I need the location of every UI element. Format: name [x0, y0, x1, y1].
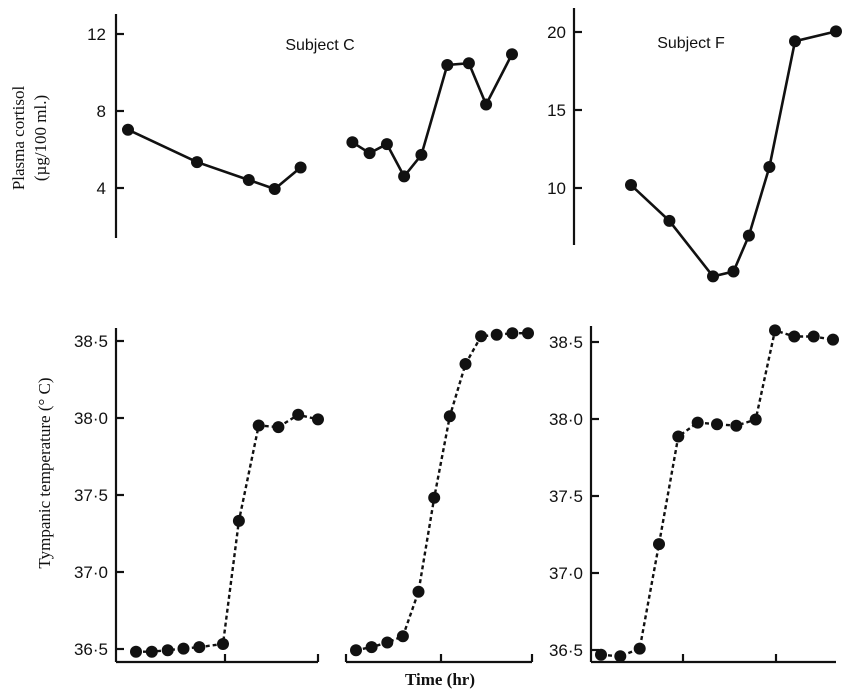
- temp-c-2-series-1-point-12: [522, 327, 534, 340]
- temp-c-ytick-label-38-5: 38·5: [74, 332, 108, 351]
- cortisol-c-series-2-point-2: [363, 147, 376, 160]
- temp-f-ytick-label-38-5: 38·5: [549, 333, 583, 352]
- temp-c-1-series-1-point-4: [177, 642, 190, 655]
- cortisol-f-series-1-point-4: [727, 265, 740, 278]
- temp-f-series-1-point-2: [614, 650, 627, 663]
- time-xlabel: Time (hr): [405, 670, 475, 689]
- cortisol-f-series-1-point-8: [830, 25, 842, 38]
- temp-c-2-series-1-point-5: [412, 585, 425, 598]
- temp-f-series-1-point-13: [827, 333, 839, 346]
- cortisol-f-series-1-point-1: [625, 179, 637, 191]
- temp-c-1-series-1-point-9: [272, 421, 285, 434]
- cortisol-c-plot: [122, 48, 518, 195]
- temp-f-series-1-point-11: [788, 330, 801, 343]
- temp-c-ytick-label-36-5: 36·5: [74, 640, 108, 659]
- cortisol-f-ytick-label-15: 15: [547, 101, 566, 120]
- cortisol-f-series-1-point-7: [789, 35, 801, 48]
- temp-c-2-axes: [344, 654, 534, 664]
- temp-c-2-series-1-point-3: [381, 636, 394, 649]
- temp-c-1-series-1-point-7: [232, 514, 245, 527]
- cortisol-f-series-1-point-3: [707, 270, 719, 283]
- temp-f-series-1-line: [600, 328, 834, 658]
- subject-f-title: Subject F: [657, 35, 725, 52]
- temp-c-2-series-1-point-1: [350, 644, 362, 657]
- cortisol-f-series-1-line: [630, 30, 837, 278]
- temp-f-series-1-point-12: [807, 330, 820, 343]
- cortisol-c-ytick-label-12: 12: [87, 25, 106, 44]
- cortisol-c-series-1-point-2: [191, 156, 203, 169]
- temp-f-series-1-point-3: [633, 642, 646, 655]
- temp-f-axes: [589, 326, 836, 664]
- temperature-ylabel: Tympanic temperature (° C): [35, 377, 54, 568]
- cortisol-c-series-1-point-3: [242, 174, 255, 186]
- cortisol-c-ytick-label-4: 4: [97, 179, 106, 198]
- temp-c-2-series-1-point-9: [475, 330, 488, 343]
- temp-f-series-1-point-6: [691, 416, 704, 429]
- temp-c-ytick-label-37-5: 37·5: [74, 486, 108, 505]
- cortisol-c-series-2-point-4: [398, 170, 411, 183]
- temp-c-2-series-1-point-10: [490, 328, 503, 341]
- cortisol-f-ytick-label-10: 10: [547, 179, 566, 198]
- cortisol-c-series-2-point-7: [462, 57, 475, 70]
- cortisol-c-series-2-point-3: [380, 138, 393, 151]
- temp-c-1-series-1-point-8: [252, 419, 265, 432]
- cortisol-c-axes: [114, 14, 124, 238]
- temp-c-2-series-1-point-2: [365, 641, 378, 654]
- temp-f-ytick-label-37-0: 37·0: [549, 564, 583, 583]
- temp-c-2-series-1-point-7: [443, 410, 456, 423]
- temp-f-ytick-label-37-5: 37·5: [549, 487, 583, 506]
- cortisol-c-series-2-point-8: [480, 98, 493, 111]
- temp-f-series-1-point-5: [672, 430, 685, 443]
- temp-f-ytick-label-38-0: 38·0: [549, 410, 583, 429]
- cortisol-c-series-1-point-4: [268, 183, 281, 195]
- temp-c-1-series-1-line: [136, 413, 319, 653]
- cortisol-c-series-1-line: [127, 128, 302, 191]
- cortisol-f-series-1-point-6: [763, 161, 776, 173]
- temp-c-ytick-label-37-0: 37·0: [74, 563, 108, 582]
- temp-c-2-series-1-point-11: [506, 327, 519, 340]
- cortisol-c-series-1-point-1: [122, 123, 134, 136]
- cortisol-f-ytick-label-20: 20: [547, 23, 566, 42]
- cortisol-f-axes: [572, 8, 582, 245]
- temp-f-series-1-point-1: [595, 648, 607, 661]
- temp-f-series-1-point-4: [653, 538, 665, 551]
- cortisol-c-series-2-point-1: [346, 136, 359, 149]
- temp-c-1-series-1-point-10: [292, 408, 305, 421]
- temp-c-2-series-1-point-4: [396, 630, 409, 643]
- cortisol-c-series-1-point-5: [294, 161, 307, 174]
- cortisol-c-series-2-point-6: [441, 59, 454, 71]
- temp-f-ytick-label-36-5: 36·5: [549, 641, 583, 660]
- subject-c-title: Subject C: [285, 37, 354, 54]
- cortisol-c-series-2-point-9: [506, 48, 518, 61]
- temp-c-2-series-1-line: [355, 332, 528, 652]
- temp-c-2-series-1-point-8: [459, 358, 472, 370]
- temp-c-1-series-1-point-11: [312, 413, 324, 426]
- temp-c-2-series-1-point-6: [428, 491, 441, 504]
- cortisol-c-ytick-label-8: 8: [97, 102, 106, 121]
- cortisol-ylabel-line2: (µg/100 ml.): [31, 95, 50, 181]
- cortisol-f-plot: [625, 25, 842, 283]
- cortisol-f-series-1-point-2: [663, 214, 676, 227]
- temp-c-1-series-1-point-6: [217, 638, 229, 650]
- cortisol-c-series-2-line: [351, 53, 514, 179]
- temp-f-series-1-point-10: [769, 324, 781, 337]
- temp-f-plot: [595, 324, 839, 663]
- temp-c-1-series-1-point-2: [145, 645, 158, 658]
- temp-c-axes: [114, 328, 320, 664]
- temp-c-1-series-1-point-3: [161, 644, 174, 657]
- temp-c-ytick-label-38-0: 38·0: [74, 409, 108, 428]
- temp-c-1-plot: [130, 408, 324, 658]
- temp-f-series-1-point-8: [730, 419, 743, 432]
- cortisol-c-series-2-point-5: [415, 148, 428, 161]
- temp-c-2-plot: [350, 327, 534, 657]
- cortisol-f-series-1-point-5: [742, 229, 755, 242]
- temp-f-series-1-point-9: [749, 413, 762, 426]
- temp-f-series-1-point-7: [711, 418, 723, 431]
- temp-c-1-series-1-point-1: [130, 645, 142, 658]
- temp-c-1-series-1-point-5: [193, 641, 206, 654]
- cortisol-ylabel-line1: Plasma cortisol: [9, 86, 28, 191]
